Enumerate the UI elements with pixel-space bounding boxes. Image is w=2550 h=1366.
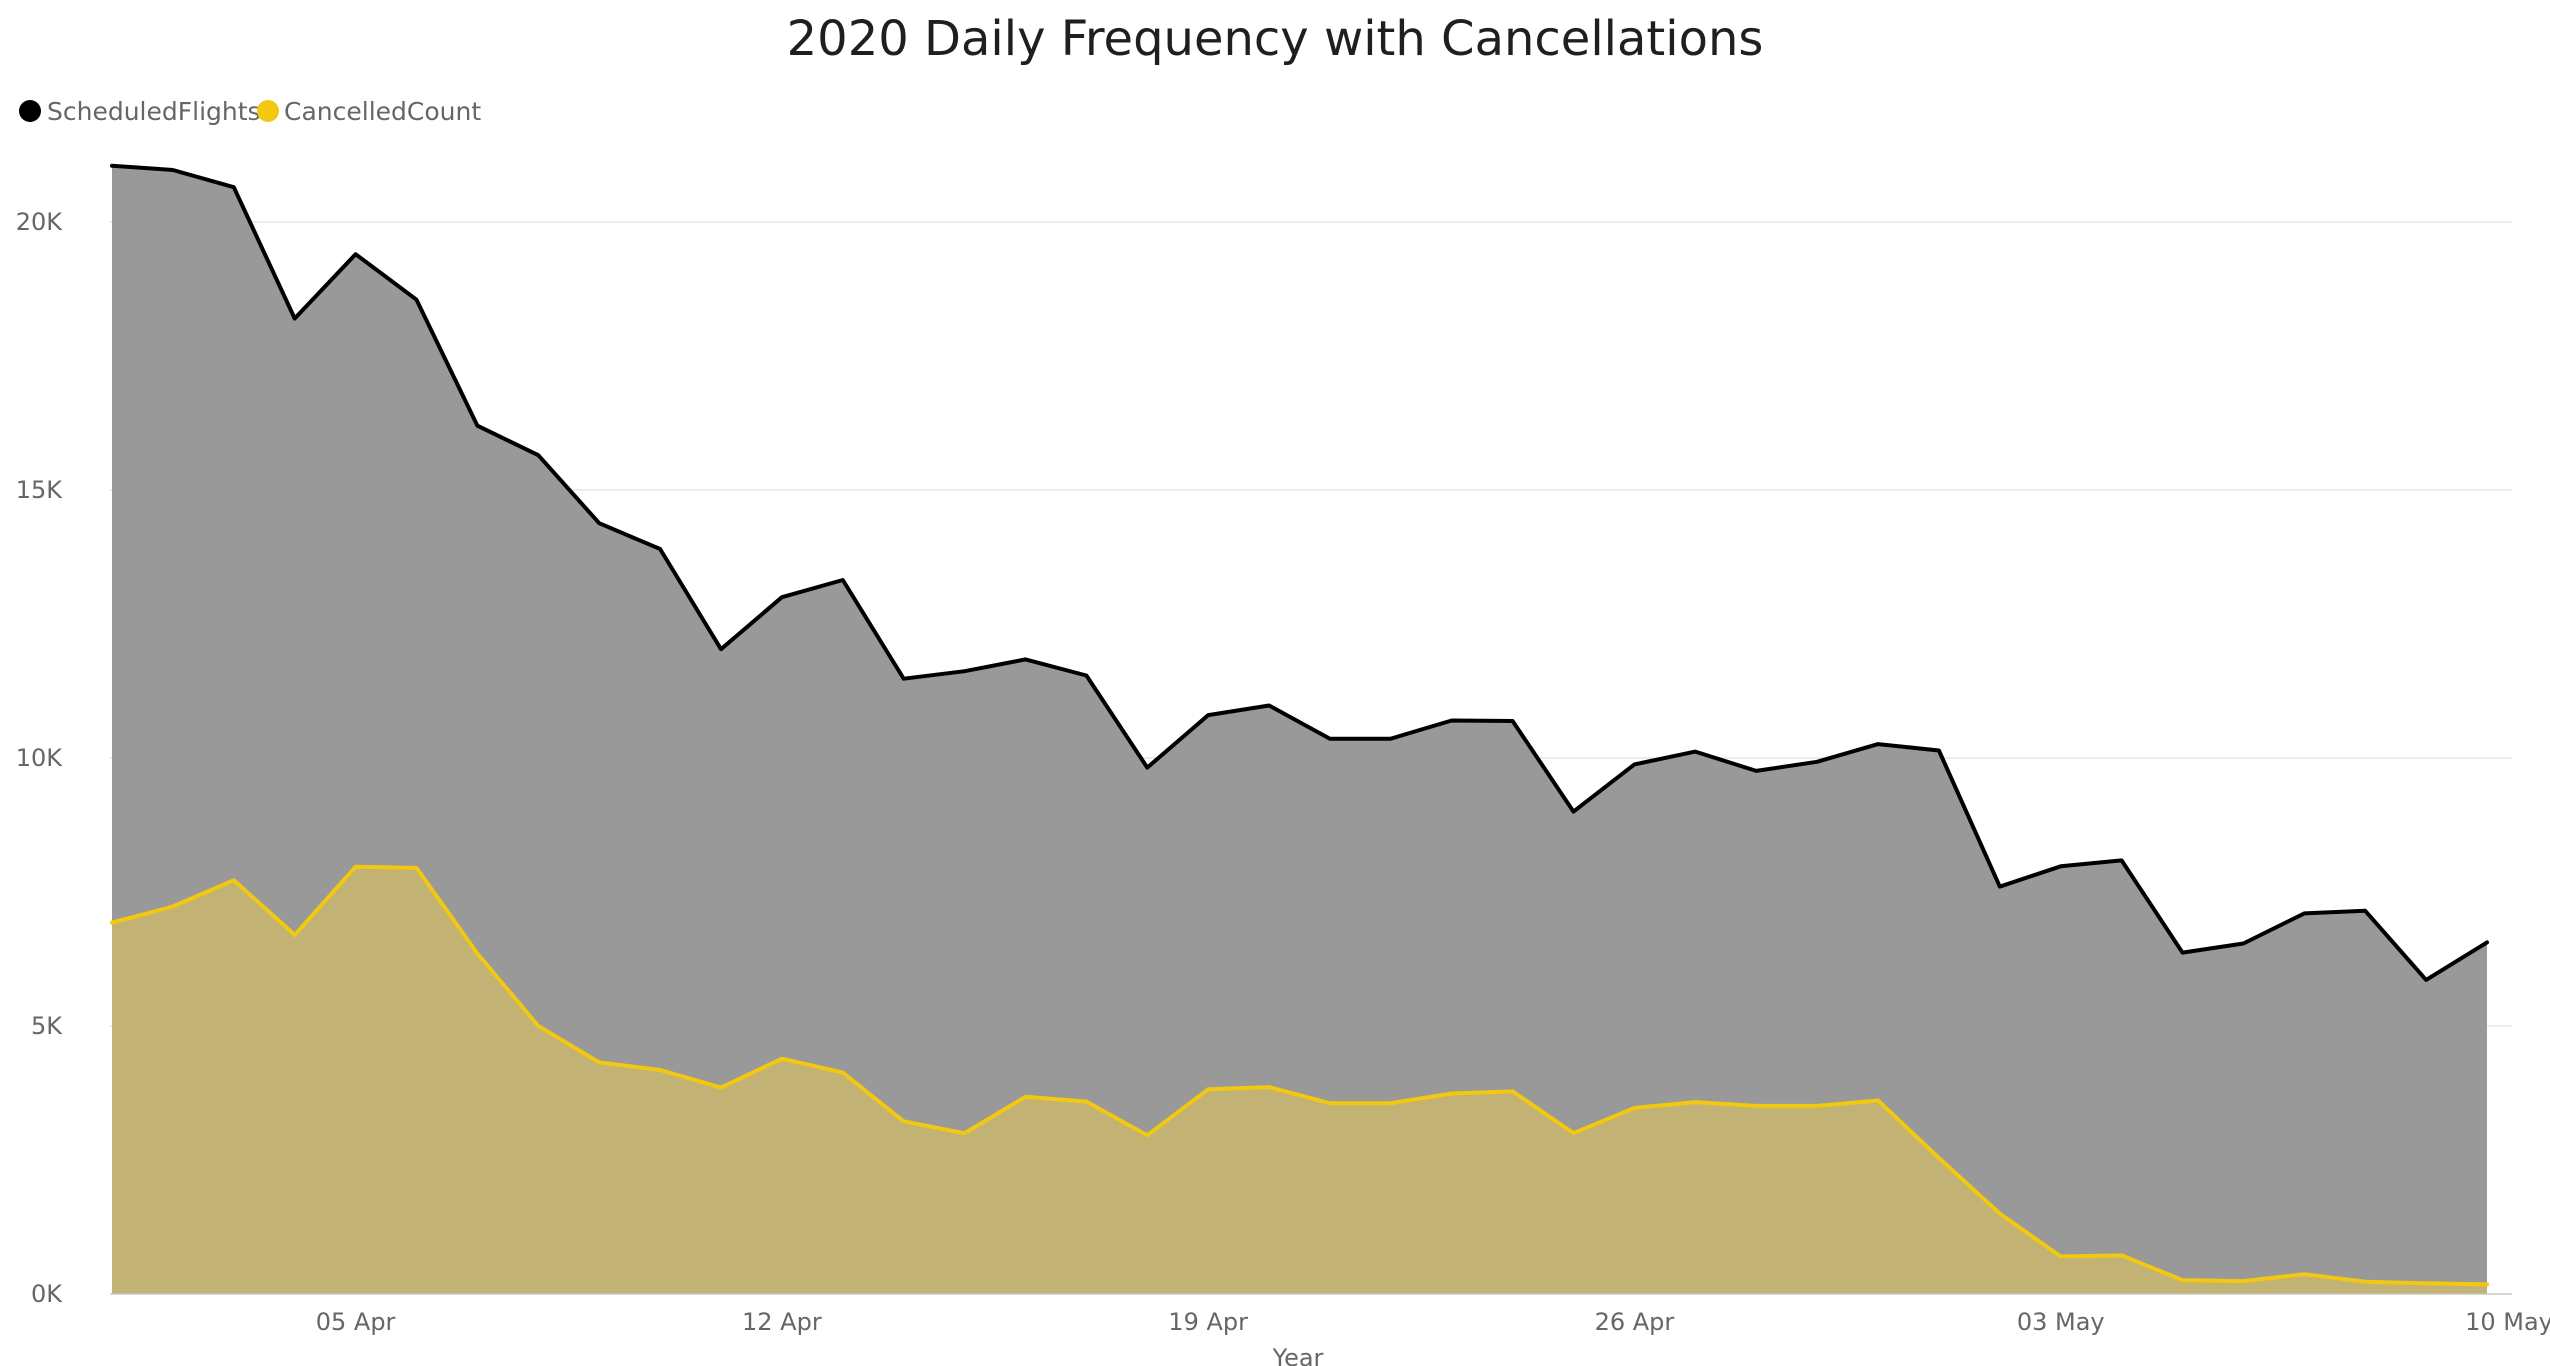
y-axis-ticks: 0K 5K 10K 15K 20K: [16, 208, 64, 1308]
line-scheduled-flights: [110, 163, 2489, 982]
x-axis-title: Year: [1272, 1344, 1324, 1366]
legend-item-scheduled-flights[interactable]: ScheduledFlights: [19, 97, 261, 126]
legend-marker-cancelled-count: [257, 100, 279, 122]
legend-label-cancelled-count: CancelledCount: [284, 97, 481, 126]
y-tick-label-0k: 0K: [31, 1280, 63, 1308]
line-cancelled-count: [110, 864, 2489, 1287]
series-areas: [112, 165, 2487, 1295]
y-tick-label-15k: 15K: [16, 476, 64, 504]
x-axis-ticks: 05 Apr 12 Apr 19 Apr 26 Apr 03 May 10 May: [316, 1308, 2550, 1336]
y-tick-label-10k: 10K: [16, 744, 64, 772]
series-lines: [110, 163, 2489, 1287]
legend-label-scheduled-flights: ScheduledFlights: [47, 97, 261, 126]
x-tick-label-10-may: 10 May: [2465, 1308, 2550, 1336]
chart-title: 2020 Daily Frequency with Cancellations: [787, 11, 1764, 67]
x-tick-label-19-apr: 19 Apr: [1168, 1308, 1248, 1336]
x-tick-label-03-may: 03 May: [2017, 1308, 2105, 1336]
x-tick-label-12-apr: 12 Apr: [742, 1308, 822, 1336]
x-tick-label-05-apr: 05 Apr: [316, 1308, 396, 1336]
y-tick-label-5k: 5K: [31, 1012, 63, 1040]
area-cancelled-count: [112, 866, 2487, 1294]
area-scheduled-flights: [112, 165, 2487, 1295]
y-tick-label-20k: 20K: [16, 208, 64, 236]
x-tick-label-26-apr: 26 Apr: [1595, 1308, 1675, 1336]
legend[interactable]: ScheduledFlights CancelledCount: [19, 97, 481, 126]
legend-marker-scheduled-flights: [19, 100, 41, 122]
legend-item-cancelled-count[interactable]: CancelledCount: [257, 97, 481, 126]
